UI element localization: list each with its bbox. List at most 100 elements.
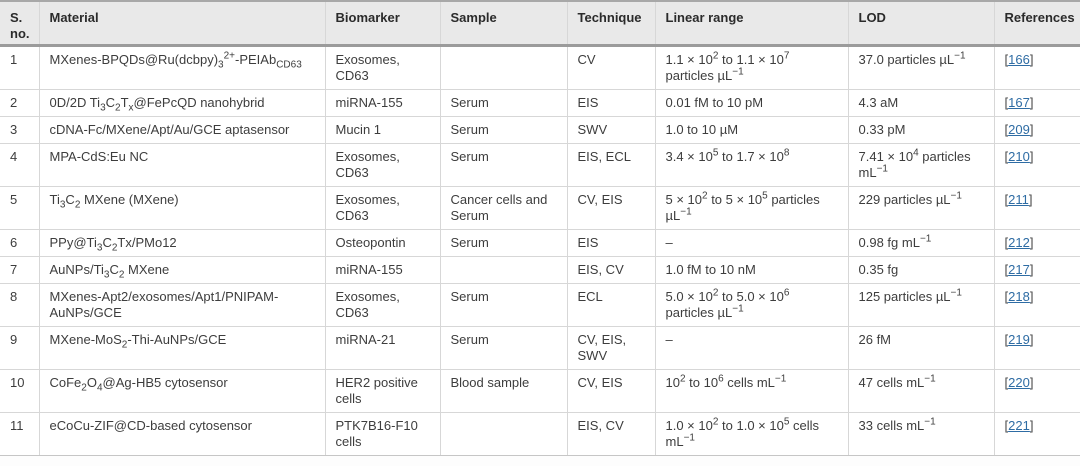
reference-link[interactable]: [217] [1004, 262, 1034, 277]
cell-sample: Serum [440, 116, 568, 144]
reference-link[interactable]: [218] [1004, 289, 1034, 304]
bracket-open: [ [1004, 418, 1009, 433]
cell-biomarker: HER2 positive cells [325, 369, 441, 413]
bracket-close: ] [1029, 262, 1034, 277]
cell-references: [209] [994, 116, 1080, 144]
cell-technique: EIS [567, 229, 656, 257]
table-row: 5 Ti3C2 MXene (MXene) Exosomes, CD63 Cancer… [0, 186, 1080, 230]
cell-lod: 37.0 particles µL−1 [848, 45, 995, 90]
column-header-biomarker: Biomarker [325, 1, 441, 47]
cell-material: AuNPs/Ti3C2 MXene [39, 256, 326, 284]
cell-sno: 9 [0, 326, 40, 370]
cell-sample: Serum [440, 89, 568, 117]
cell-sample: Blood sample [440, 369, 568, 413]
cell-sample: Cancer cells and Serum [440, 186, 568, 230]
cell-linear_range: 1.1 × 102 to 1.1 × 107 particles µL−1 [655, 45, 849, 90]
bracket-open: [ [1004, 332, 1009, 347]
cell-lod: 7.41 × 104 particles mL−1 [848, 143, 995, 187]
cell-biomarker: Exosomes, CD63 [325, 186, 441, 230]
bracket-close: ] [1028, 192, 1033, 207]
bracket-open: [ [1004, 235, 1009, 250]
cell-technique: EIS, ECL [567, 143, 656, 187]
cell-technique: CV, EIS [567, 369, 656, 413]
table-body: 1 MXenes-BPQDs@Ru(dcbpy)32+-PEIAbCD63 Exos… [0, 45, 1080, 456]
column-header-material: Material [39, 1, 326, 47]
table-header-row: S. no. Material Biomarker Sample Technique Li… [0, 1, 1080, 47]
cell-material: MPA-CdS:Eu NC [39, 143, 326, 187]
cell-sno: 10 [0, 369, 40, 413]
bracket-close: ] [1029, 52, 1034, 67]
reference-link[interactable]: [166] [1004, 52, 1034, 67]
cell-lod: 26 fM [848, 326, 995, 370]
cell-sno: 7 [0, 256, 40, 284]
table-row: 6 PPy@Ti3C2Tx/PMo12 Osteopontin Serum EIS –0.… [0, 229, 1080, 257]
reference-link[interactable]: [211] [1004, 192, 1033, 207]
table-row: 2 0D/2D Ti3C2Tx@FePcQD nanohybrid miRNA-15… [0, 89, 1080, 117]
cell-linear_range: 3.4 × 105 to 1.7 × 108 [655, 143, 849, 187]
cell-references: [166] [994, 45, 1080, 90]
table-header: S. no. Material Biomarker Sample Technique Li… [0, 1, 1080, 47]
cell-references: [219] [994, 326, 1080, 370]
reference-link[interactable]: [167] [1004, 95, 1034, 110]
cell-sno: 5 [0, 186, 40, 230]
cell-linear_range: 102 to 106 cells mL−1 [655, 369, 849, 413]
cell-biomarker: Exosomes, CD63 [325, 45, 441, 90]
cell-biomarker: miRNA-21 [325, 326, 441, 370]
table-row: 7 AuNPs/Ti3C2 MXene miRNA-155 EIS, CV 1.0 fM… [0, 256, 1080, 284]
cell-technique: CV, EIS, SWV [567, 326, 656, 370]
bracket-close: ] [1029, 95, 1034, 110]
cell-technique: ECL [567, 283, 656, 327]
cell-lod: 0.35 fg [848, 256, 995, 284]
cell-sample: Serum [440, 143, 568, 187]
cell-sno: 1 [0, 45, 40, 90]
cell-linear_range: 1.0 × 102 to 1.0 × 105 cells mL−1 [655, 412, 849, 456]
column-header-technique: Technique [567, 1, 656, 47]
cell-material: Ti3C2 MXene (MXene) [39, 186, 326, 230]
bracket-open: [ [1004, 192, 1009, 207]
cell-sample [440, 256, 568, 284]
cell-technique: SWV [567, 116, 656, 144]
cell-technique: CV, EIS [567, 186, 656, 230]
cell-lod: 0.98 fg mL−1 [848, 229, 995, 257]
cell-sample [440, 412, 568, 456]
table-row: 9 MXene-MoS2-Thi-AuNPs/GCE miRNA-21 Serum CV… [0, 326, 1080, 370]
reference-link[interactable]: [221] [1004, 418, 1034, 433]
cell-references: [220] [994, 369, 1080, 413]
bracket-close: ] [1029, 289, 1034, 304]
reference-link[interactable]: [209] [1004, 122, 1034, 137]
cell-sno: 3 [0, 116, 40, 144]
cell-technique: CV [567, 45, 656, 90]
cell-sno: 11 [0, 412, 40, 456]
bracket-close: ] [1029, 418, 1034, 433]
cell-sno: 4 [0, 143, 40, 187]
cell-linear_range: – [655, 326, 849, 370]
table-row: 3 cDNA-Fc/MXene/Apt/Au/GCE aptasensor Muci… [0, 116, 1080, 144]
cell-biomarker: Mucin 1 [325, 116, 441, 144]
cell-sample: Serum [440, 229, 568, 257]
cell-material: eCoCu-ZIF@CD-based cytosensor [39, 412, 326, 456]
bracket-close: ] [1029, 149, 1034, 164]
reference-link[interactable]: [220] [1004, 375, 1034, 390]
reference-link[interactable]: [219] [1004, 332, 1034, 347]
reference-link[interactable]: [212] [1004, 235, 1034, 250]
cell-material: 0D/2D Ti3C2Tx@FePcQD nanohybrid [39, 89, 326, 117]
bracket-open: [ [1004, 375, 1009, 390]
cell-linear_range: 1.0 to 10 µM [655, 116, 849, 144]
cell-linear_range: – [655, 229, 849, 257]
cell-references: [221] [994, 412, 1080, 456]
cell-sno: 6 [0, 229, 40, 257]
cell-technique: EIS [567, 89, 656, 117]
cell-references: [217] [994, 256, 1080, 284]
cell-references: [218] [994, 283, 1080, 327]
reference-link[interactable]: [210] [1004, 149, 1034, 164]
biosensor-comparison-table: S. no. Material Biomarker Sample Technique Li… [0, 0, 1080, 456]
cell-technique: EIS, CV [567, 412, 656, 456]
cell-material: cDNA-Fc/MXene/Apt/Au/GCE aptasensor [39, 116, 326, 144]
bracket-close: ] [1029, 375, 1034, 390]
cell-lod: 33 cells mL−1 [848, 412, 995, 456]
cell-biomarker: Osteopontin [325, 229, 441, 257]
table-row: 4 MPA-CdS:Eu NC Exosomes, CD63 Serum EIS, EC… [0, 143, 1080, 187]
cell-lod: 125 particles µL−1 [848, 283, 995, 327]
cell-references: [167] [994, 89, 1080, 117]
